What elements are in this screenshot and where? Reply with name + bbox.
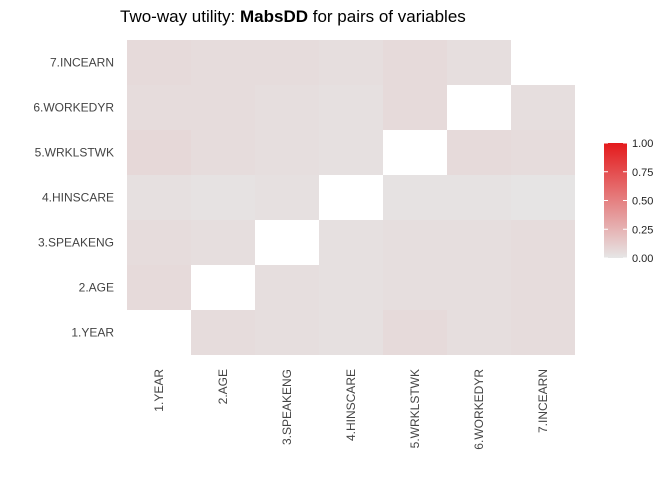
heatmap-cell bbox=[255, 310, 319, 355]
heatmap-cell bbox=[511, 220, 575, 265]
heatmap-cell bbox=[319, 220, 383, 265]
y-tick-label: 3.SPEAKENG bbox=[38, 236, 114, 250]
heatmap-cell bbox=[191, 175, 255, 220]
colorbar-tick-label: 0.75 bbox=[632, 167, 653, 179]
heatmap-cell bbox=[383, 265, 447, 310]
colorbar-tick-label: 0.00 bbox=[632, 253, 653, 265]
heatmap-cell bbox=[255, 40, 319, 85]
heatmap-cell bbox=[127, 175, 191, 220]
x-tick-labels: 1.YEAR 2.AGE 3.SPEAKENG 4.HINSCARE 5.WRKLSTW… bbox=[152, 369, 550, 450]
y-tick-label: 5.WRKLSTWK bbox=[35, 146, 114, 160]
heatmap-cell bbox=[319, 130, 383, 175]
heatmap-cell bbox=[255, 130, 319, 175]
heatmap-cells bbox=[127, 40, 575, 355]
heatmap-cell bbox=[383, 40, 447, 85]
heatmap-cell bbox=[191, 130, 255, 175]
heatmap-cell bbox=[191, 40, 255, 85]
heatmap-cell bbox=[191, 85, 255, 130]
heatmap-cell bbox=[319, 40, 383, 85]
heatmap-cell bbox=[319, 85, 383, 130]
y-tick-label: 6.WORKEDYR bbox=[33, 101, 114, 115]
heatmap-cell bbox=[383, 220, 447, 265]
heatmap-cell bbox=[383, 175, 447, 220]
heatmap-cell bbox=[255, 175, 319, 220]
x-tick-label: 5.WRKLSTWK bbox=[408, 369, 422, 448]
heatmap-cell bbox=[447, 220, 511, 265]
heatmap-cell bbox=[511, 85, 575, 130]
colorbar-gradient bbox=[604, 143, 627, 258]
colorbar-legend: 0.00 0.25 0.50 0.75 1.00 bbox=[604, 138, 653, 265]
heatmap-cell bbox=[127, 85, 191, 130]
heatmap-cell bbox=[255, 85, 319, 130]
heatmap-cell bbox=[319, 310, 383, 355]
heatmap-cell bbox=[511, 175, 575, 220]
heatmap-cell bbox=[447, 40, 511, 85]
chart-title: Two-way utility: MabsDD for pairs of var… bbox=[120, 7, 466, 26]
y-tick-label: 7.INCEARN bbox=[50, 56, 114, 70]
x-tick-label: 7.INCEARN bbox=[536, 369, 550, 433]
x-tick-label: 3.SPEAKENG bbox=[280, 369, 294, 445]
colorbar-tick-label: 0.50 bbox=[632, 196, 653, 208]
x-tick-label: 1.YEAR bbox=[152, 369, 166, 412]
heatmap-cell bbox=[383, 310, 447, 355]
heatmap-cell bbox=[127, 130, 191, 175]
x-tick-label: 6.WORKEDYR bbox=[472, 369, 486, 450]
heatmap-cell bbox=[447, 310, 511, 355]
x-tick-label: 4.HINSCARE bbox=[344, 369, 358, 441]
heatmap-cell bbox=[511, 265, 575, 310]
y-tick-labels: 1.YEAR 2.AGE 3.SPEAKENG 4.HINSCARE 5.WRKLSTW… bbox=[33, 56, 114, 340]
heatmap-cell bbox=[319, 265, 383, 310]
heatmap-cell bbox=[447, 265, 511, 310]
y-tick-label: 1.YEAR bbox=[71, 326, 114, 340]
colorbar-tick-label: 1.00 bbox=[632, 138, 653, 150]
heatmap-cell bbox=[383, 85, 447, 130]
heatmap-cell bbox=[447, 130, 511, 175]
heatmap-cell bbox=[127, 40, 191, 85]
heatmap-cell bbox=[127, 265, 191, 310]
heatmap-cell bbox=[447, 175, 511, 220]
heatmap-cell bbox=[191, 310, 255, 355]
heatmap-cell bbox=[191, 220, 255, 265]
y-tick-label: 2.AGE bbox=[79, 281, 114, 295]
heatmap-cell bbox=[255, 265, 319, 310]
heatmap-cell bbox=[511, 130, 575, 175]
heatmap-cell bbox=[511, 310, 575, 355]
heatmap-cell bbox=[127, 220, 191, 265]
x-tick-label: 2.AGE bbox=[216, 369, 230, 404]
y-tick-label: 4.HINSCARE bbox=[42, 191, 114, 205]
colorbar-tick-label: 0.25 bbox=[632, 224, 653, 236]
